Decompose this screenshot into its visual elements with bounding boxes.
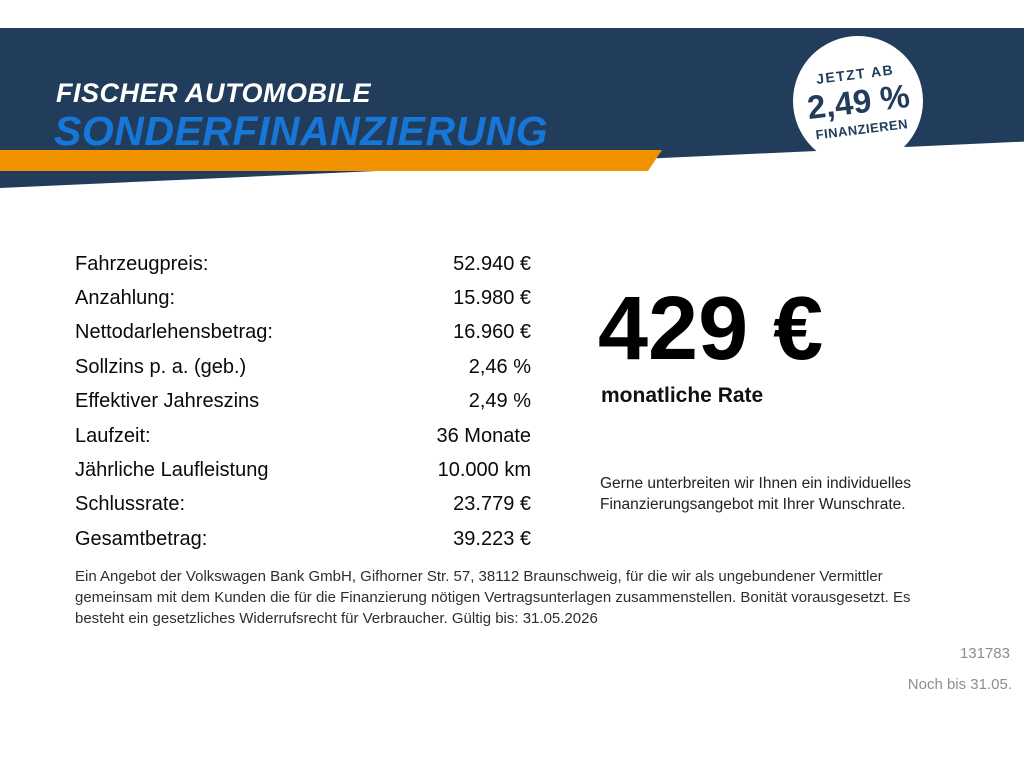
finance-table: Fahrzeugpreis: 52.940 € Anzahlung: 15.98… [75,247,531,557]
finance-label: Schlussrate: [75,493,186,516]
dealer-brand-name: FISCHER AUTOMOBILE [56,78,372,108]
listing-id: 131783 [959,645,1010,662]
valid-until-note: Noch bis 31.05. [907,676,1012,693]
table-row: Gesamtbetrag: 39.223 € [75,522,531,556]
orange-accent-stripe [0,150,662,171]
table-row: Sollzins p. a. (geb.) 2,46 % [75,350,531,384]
finance-value: 23.779 € [453,493,531,516]
monthly-rate-caption: monatliche Rate [601,384,764,407]
finance-value: 39.223 € [453,527,531,550]
table-row: Anzahlung: 15.980 € [75,281,531,315]
finance-label: Jährliche Laufleistung [75,459,269,482]
finance-label: Gesamtbetrag: [75,527,208,550]
legal-disclaimer: Ein Angebot der Volkswagen Bank GmbH, Gi… [75,568,911,627]
table-row: Nettodarlehensbetrag: 16.960 € [75,316,531,350]
finance-value: 36 Monate [436,424,531,447]
rate-badge: JETZT AB 2,49 % FINANZIEREN [793,36,923,166]
monthly-rate-amount: 429 € [598,279,824,379]
rate-badge-content: JETZT AB 2,49 % FINANZIEREN [803,60,914,143]
finance-label: Anzahlung: [75,287,176,310]
finance-label: Laufzeit: [75,424,151,447]
finance-label: Effektiver Jahreszins [75,390,260,413]
table-row: Jährliche Laufleistung 10.000 km [75,453,531,487]
finance-value: 52.940 € [453,252,531,275]
table-row: Laufzeit: 36 Monate [75,419,531,453]
finance-value: 15.980 € [453,287,531,310]
page-title: SONDERFINANZIERUNG [54,108,549,154]
individual-offer-note: Gerne unterbreiten wir Ihnen ein individ… [600,475,912,513]
table-row: Effektiver Jahreszins 2,49 % [75,385,531,419]
table-row: Fahrzeugpreis: 52.940 € [75,247,531,281]
table-row: Schlussrate: 23.779 € [75,488,531,522]
finance-value: 16.960 € [453,321,531,344]
finance-value: 2,46 % [468,355,531,378]
finance-label: Fahrzeugpreis: [75,252,209,275]
finance-value: 2,49 % [468,390,531,413]
finance-label: Sollzins p. a. (geb.) [75,355,247,378]
finance-label: Nettodarlehensbetrag: [75,321,273,344]
finance-value: 10.000 km [437,459,531,482]
